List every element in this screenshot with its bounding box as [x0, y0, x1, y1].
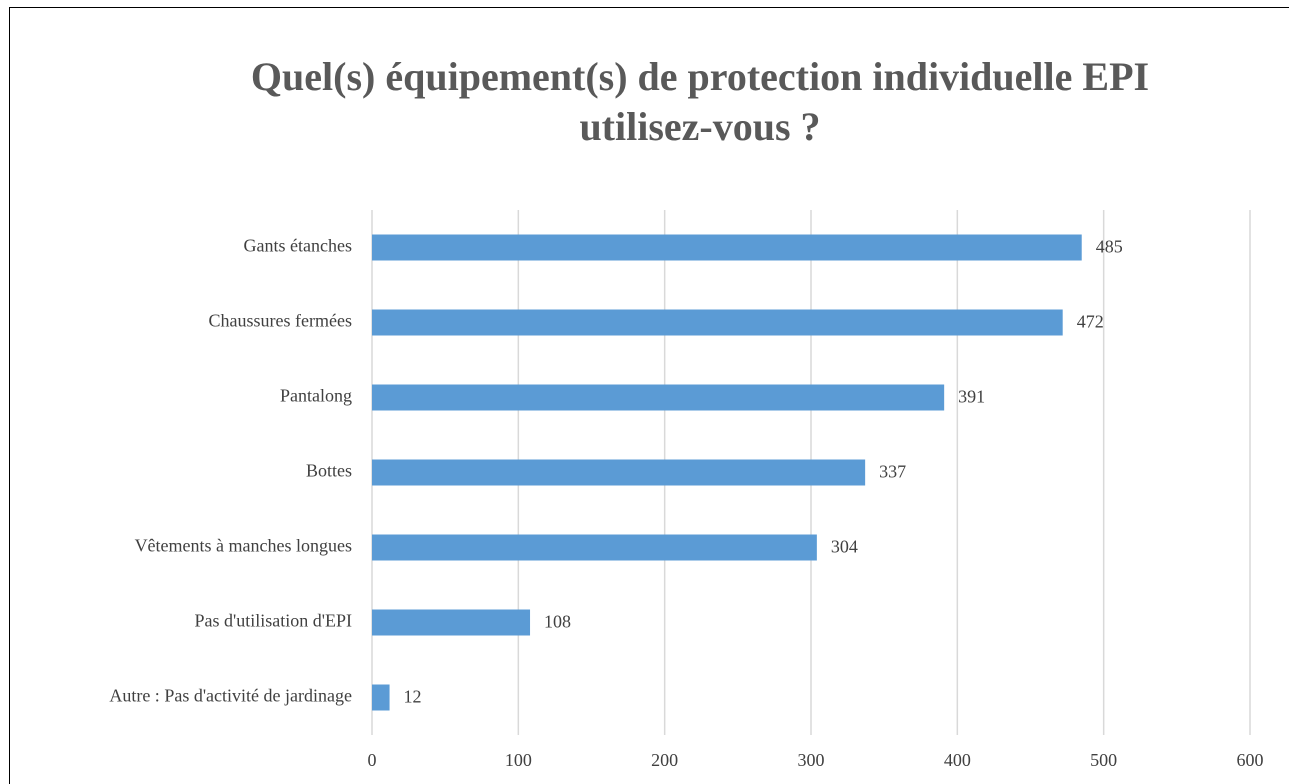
x-tick-label: 500 — [1090, 750, 1117, 770]
bar — [372, 384, 945, 411]
x-tick-label: 300 — [798, 750, 825, 770]
y-tick-label: Pantalong — [280, 386, 352, 406]
bar — [372, 609, 531, 636]
x-tick-label: 200 — [651, 750, 678, 770]
bar — [372, 534, 817, 561]
y-tick-label: Autre : Pas d'activité de jardinage — [109, 686, 352, 706]
x-tick-label: 400 — [944, 750, 971, 770]
x-tick-label: 100 — [505, 750, 532, 770]
bar — [372, 234, 1082, 261]
chart-title: Quel(s) équipement(s) de protection indi… — [250, 54, 1150, 149]
x-tick-label: 600 — [1237, 750, 1264, 770]
y-tick-label: Pas d'utilisation d'EPI — [195, 611, 353, 631]
value-label: 12 — [404, 687, 422, 707]
bar — [372, 309, 1063, 336]
value-label: 108 — [544, 612, 571, 632]
value-label: 337 — [879, 462, 906, 482]
bar — [372, 684, 390, 711]
value-label: 391 — [958, 387, 985, 407]
y-tick-label: Gants étanches — [244, 236, 352, 256]
value-label: 472 — [1077, 312, 1104, 332]
y-tick-label: Chaussures fermées — [209, 311, 352, 331]
x-tick-label: 0 — [368, 750, 377, 770]
value-label: 304 — [831, 537, 858, 557]
y-tick-label: Bottes — [306, 461, 352, 481]
chart-frame — [9, 7, 1289, 784]
value-label: 485 — [1096, 237, 1123, 257]
bar — [372, 459, 866, 486]
y-tick-label: Vêtements à manches longues — [135, 536, 352, 556]
